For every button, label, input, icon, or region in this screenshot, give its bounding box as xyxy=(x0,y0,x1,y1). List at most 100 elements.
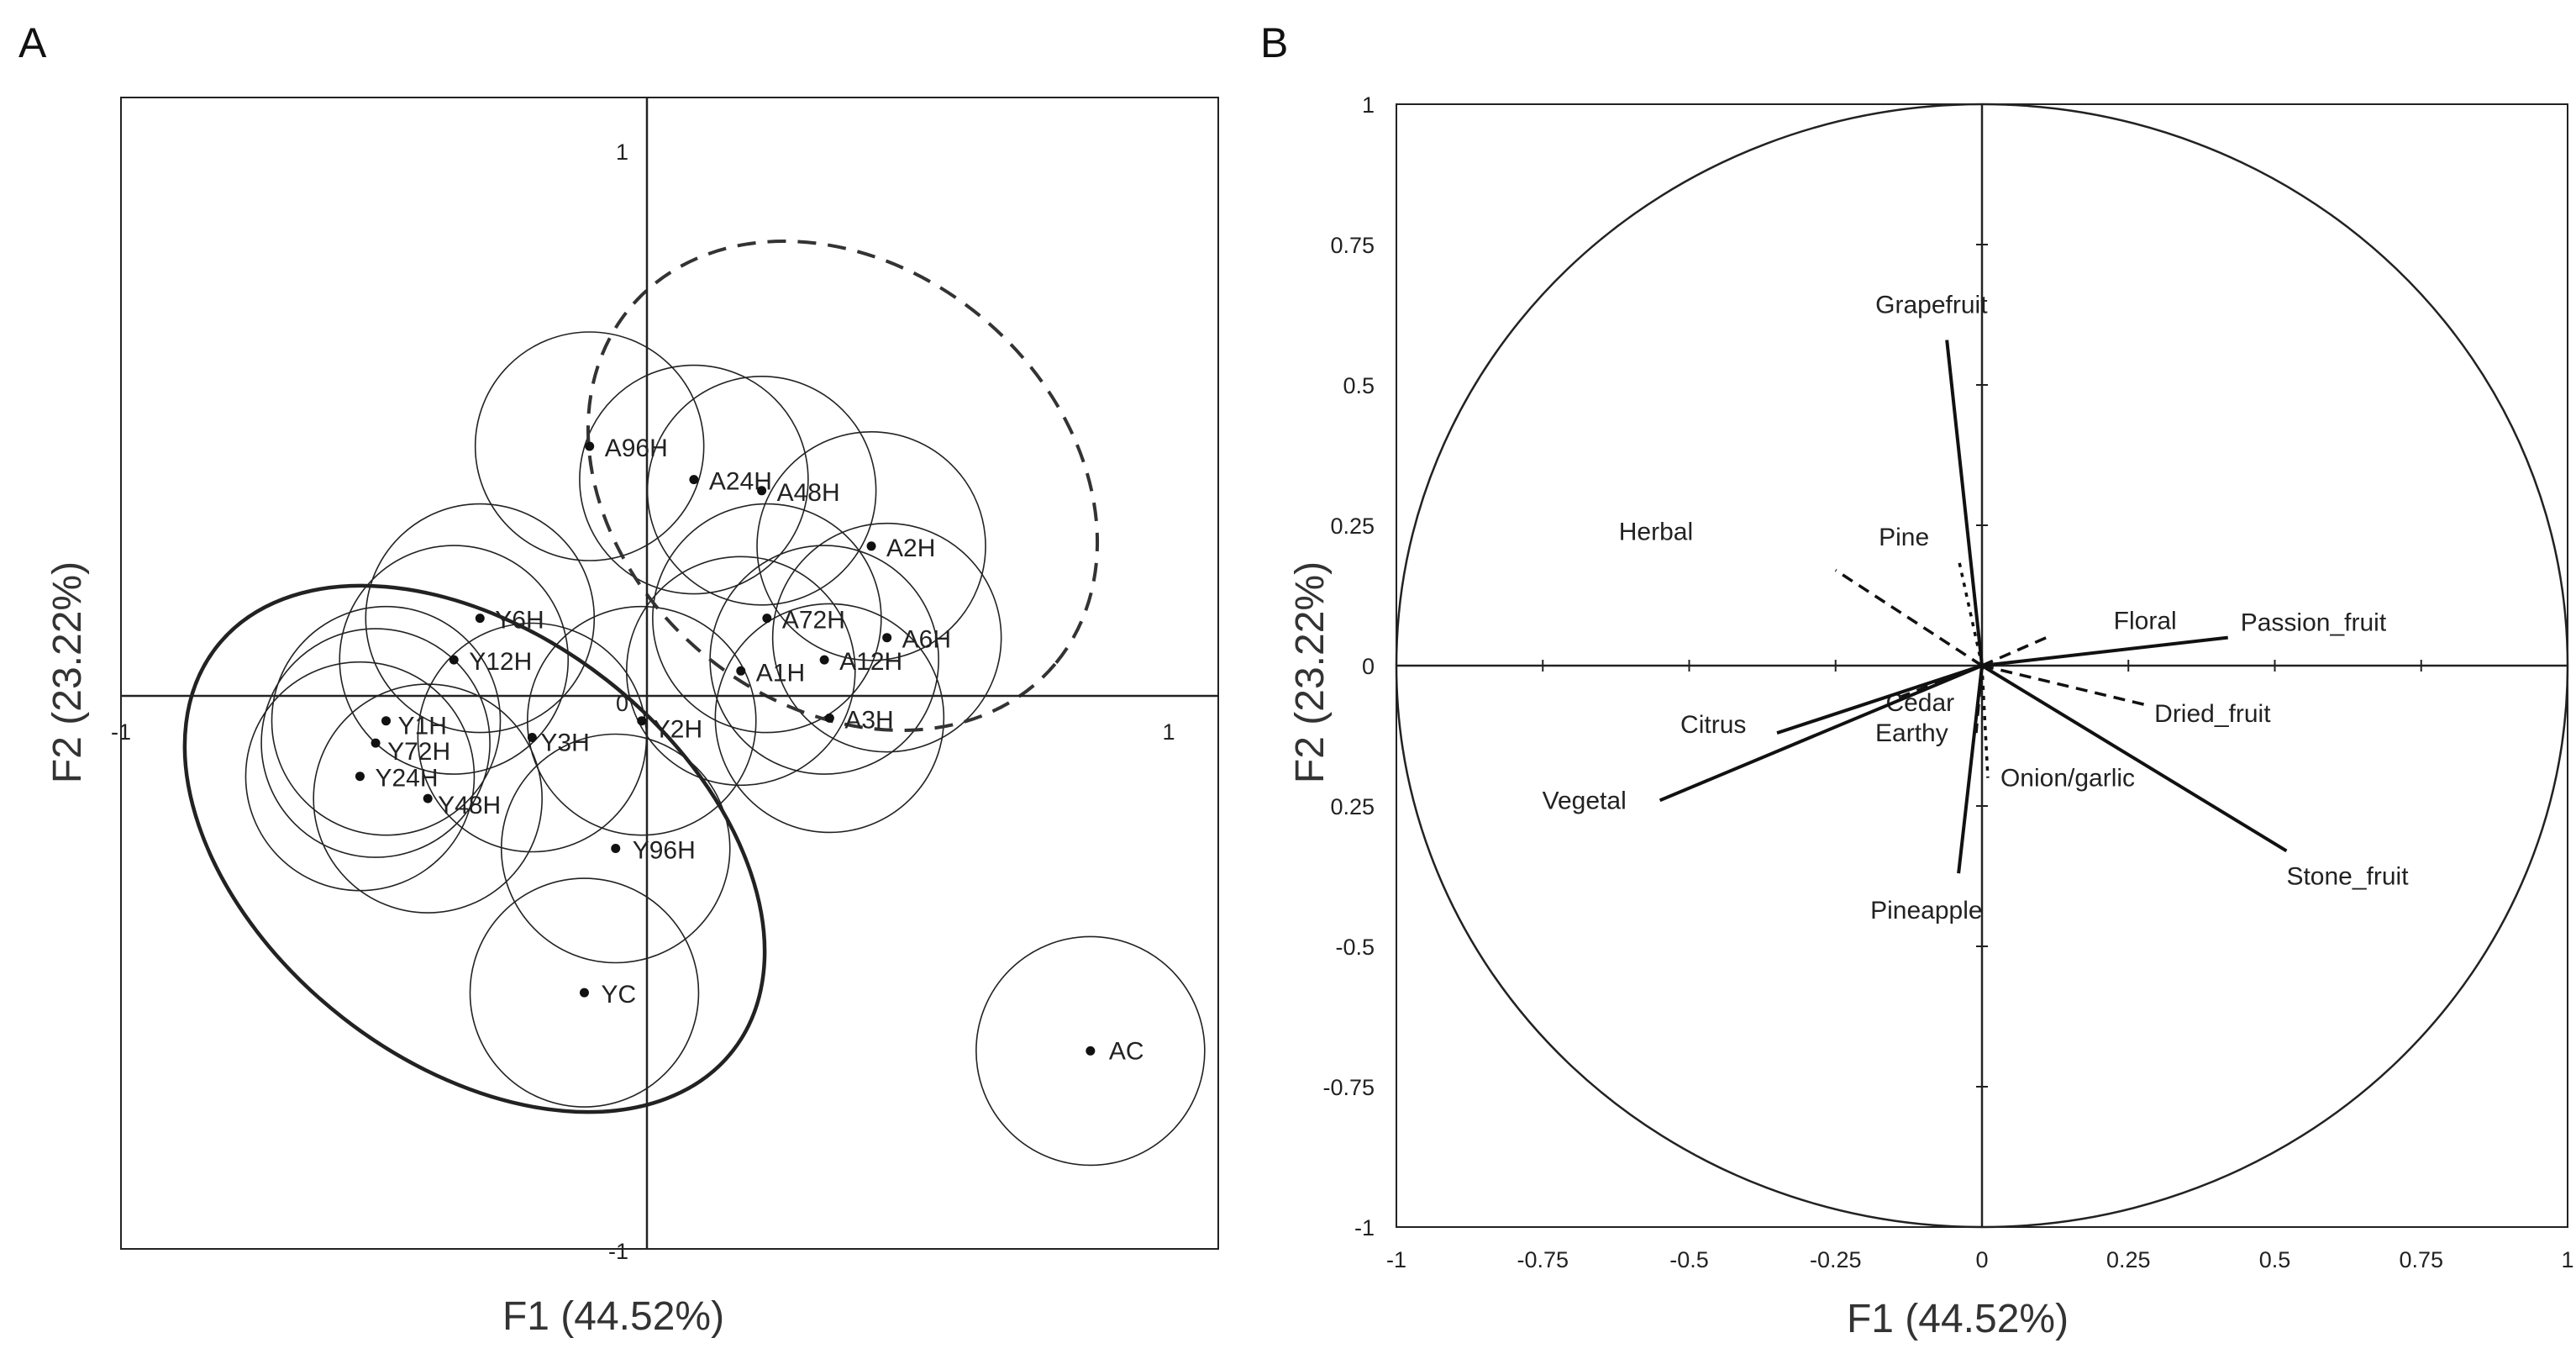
point-y72h xyxy=(371,738,381,748)
vector-label-pine: Pine xyxy=(1879,524,1929,551)
point-label-a12h: A12H xyxy=(839,648,902,676)
point-label-y1h: Y1H xyxy=(398,713,447,740)
confidence-circle-a2h xyxy=(756,430,986,661)
panel-b-y-tick: -1 xyxy=(1354,1215,1375,1240)
confidence-circle-y1h xyxy=(271,605,502,836)
panel-b-tick-labels: -1 -0.75 -0.5 -0.25 0 0.25 0.5 0.75 1 1 0.75 0.5 0.2… xyxy=(1322,92,2573,1272)
panel-b-x-tick: -1 xyxy=(1386,1247,1406,1272)
point-a12h xyxy=(819,655,829,665)
confidence-circle-a72h xyxy=(652,503,882,734)
point-a2h xyxy=(866,541,876,551)
vector-citrus xyxy=(1776,664,1983,735)
panel-b-plot-area: Grapefruit Pine Herbal Floral Passion_fruit D… xyxy=(1395,103,2569,1229)
confidence-circle-a24h xyxy=(579,364,809,595)
confidence-circle-y12h xyxy=(339,545,570,775)
panel-b-y-tick: 0 xyxy=(1362,654,1375,679)
point-label-a3h: A3H xyxy=(844,706,893,734)
point-y12h xyxy=(449,655,459,665)
panel-a-x-tick: -1 xyxy=(111,719,131,745)
group-ellipse-a xyxy=(586,240,1100,732)
point-a1h xyxy=(736,666,746,676)
point-label-a2h: A2H xyxy=(886,535,935,562)
vector-stone-fruit xyxy=(1980,664,2288,853)
panel-b-y-tick: -0.75 xyxy=(1322,1075,1375,1100)
point-a96h xyxy=(585,441,595,451)
panel-a-x-axis-title: F1 (44.52%) xyxy=(502,1294,724,1339)
panel-b-y-tick: 0.25 xyxy=(1330,514,1375,539)
vector-passion-fruit xyxy=(1981,635,2228,667)
panel-b-vectors: Grapefruit Pine Herbal Floral Passion_fruit D… xyxy=(1543,292,2410,925)
vector-label-dried-fruit: Dried_fruit xyxy=(2154,700,2271,728)
confidence-circle-y2h xyxy=(526,605,757,836)
point-label-y96h: Y96H xyxy=(633,837,696,865)
confidence-circle-y6h xyxy=(365,503,596,734)
confidence-circle-ac xyxy=(975,935,1206,1167)
vector-dried-fruit xyxy=(1981,664,2147,707)
vector-floral xyxy=(1981,635,2048,667)
panel-a-x-tick: 1 xyxy=(1162,719,1175,745)
panel-b-x-tick: -0.25 xyxy=(1810,1247,1862,1272)
vector-grapefruit xyxy=(1945,340,1984,666)
panel-b-x-tick: 0.25 xyxy=(2106,1247,2151,1272)
point-y6h xyxy=(475,614,485,624)
panel-b-x-axis-title: F1 (44.52%) xyxy=(1847,1297,2069,1341)
panel-a-confidence-circles xyxy=(244,331,1206,1167)
group-ellipse-y xyxy=(182,583,767,1114)
vector-herbal xyxy=(1834,568,1983,667)
point-label-a72h: A72H xyxy=(782,607,845,635)
panel-b-x-tick: 0.5 xyxy=(2259,1247,2291,1272)
vector-label-floral: Floral xyxy=(2114,608,2177,635)
point-a3h xyxy=(824,713,834,723)
panel-b-y-tick: -0.5 xyxy=(1335,935,1375,960)
panel-a-y-axis-title: F2 (23.22%) xyxy=(45,561,90,783)
vector-label-citrus: Citrus xyxy=(1680,711,1746,739)
vector-label-passion-fruit: Passion_fruit xyxy=(2241,609,2387,637)
point-a6h xyxy=(882,633,892,643)
panel-b-x-tick: 0.75 xyxy=(2399,1247,2443,1272)
panel-a-y-tick: 0 xyxy=(616,691,628,716)
panel-a-axes xyxy=(121,97,1218,1249)
confidence-circle-a3h xyxy=(714,603,945,834)
point-label-y3h: Y3H xyxy=(540,730,589,757)
point-label-y6h: Y6H xyxy=(495,607,544,635)
point-label-a1h: A1H xyxy=(756,659,805,687)
vector-onion-garlic xyxy=(1980,665,1990,778)
point-label-y2h: Y2H xyxy=(654,716,702,744)
panel-a-tick-labels: -1 1 1 0 -1 xyxy=(111,140,1175,1264)
vector-label-vegetal: Vegetal xyxy=(1543,787,1627,814)
point-a24h xyxy=(689,475,699,485)
confidence-circle-y72h xyxy=(260,628,491,858)
point-y2h xyxy=(637,716,647,726)
panel-b-letter: B xyxy=(1260,19,1288,66)
point-label-y48h: Y48H xyxy=(438,792,501,819)
point-label-a6h: A6H xyxy=(902,626,951,654)
panel-b-y-tick: 1 xyxy=(1362,92,1375,118)
panel-b-y-axis-title: F2 (23.22%) xyxy=(1288,561,1333,783)
point-a72h xyxy=(762,614,772,624)
point-y24h xyxy=(355,772,365,782)
panel-b-y-tick: 0.5 xyxy=(1343,373,1375,398)
vector-label-herbal: Herbal xyxy=(1619,518,1693,545)
panel-a-group-ellipses xyxy=(182,240,1100,1114)
panel-a-frame xyxy=(120,97,1219,1250)
point-y3h xyxy=(527,733,537,742)
panel-b-x-tick: -0.75 xyxy=(1517,1247,1569,1272)
point-label-ac: AC xyxy=(1109,1037,1144,1065)
confidence-circle-y48h xyxy=(313,683,543,914)
confidence-circle-a1h xyxy=(625,556,856,787)
panel-b-y-tick: 0.25 xyxy=(1330,794,1375,819)
panel-b-y-tick: 0.75 xyxy=(1330,233,1375,258)
point-label-yc: YC xyxy=(601,981,636,1009)
vector-label-stone-fruit: Stone_fruit xyxy=(2286,862,2409,890)
point-label-y24h: Y24H xyxy=(375,765,438,793)
panel-b: B Grapefruit Pine Herbal Floral Passion_frui… xyxy=(1260,19,2574,1341)
point-label-y72h: Y72H xyxy=(387,738,450,766)
point-y1h xyxy=(381,716,391,726)
vector-label-pineapple: Pineapple xyxy=(1870,897,1982,924)
panel-b-x-tick: 1 xyxy=(2561,1247,2573,1272)
vector-pine xyxy=(1957,558,1984,666)
